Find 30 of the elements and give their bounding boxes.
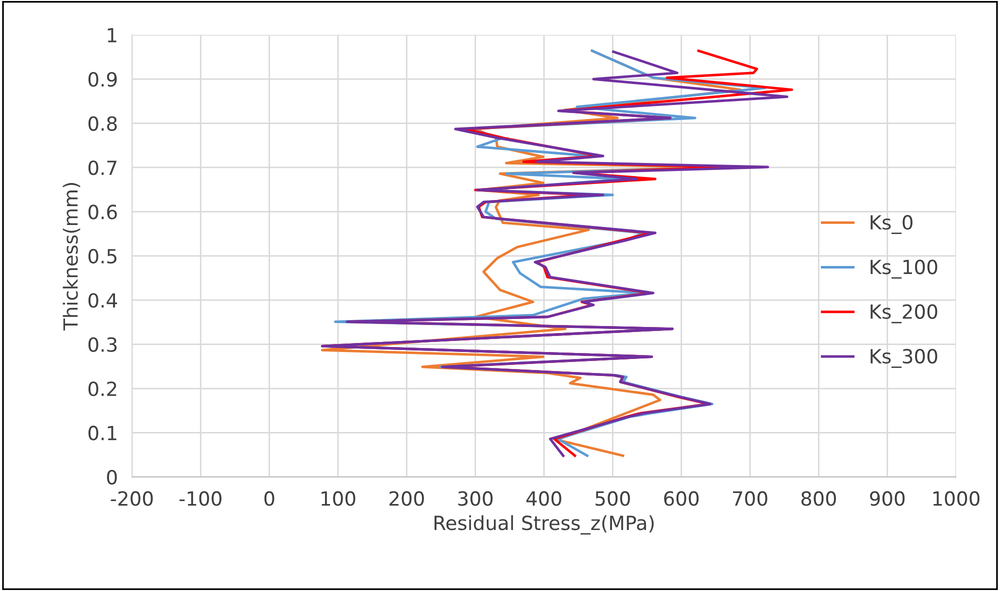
y-tick-label: 0.1 (88, 426, 116, 440)
x-tick-label: 900 (870, 491, 905, 506)
y-tick-label: 0.3 (88, 337, 117, 352)
x-tick-label: 600 (664, 491, 699, 506)
x-tick-label: 400 (526, 491, 562, 506)
x-tick-label: 100 (322, 491, 356, 506)
x-tick-label: 700 (733, 491, 768, 506)
y-tick-label: 0.8 (88, 116, 117, 131)
y-tick-label: 0.4 (88, 293, 118, 308)
y-tick-label: 0.5 (88, 248, 116, 264)
y-tick-label: 0.7 (88, 160, 116, 176)
x-tick-label: 500 (596, 491, 630, 506)
y-axis-title: Thickness(mm) (62, 182, 80, 331)
x-tick-label: 800 (801, 491, 836, 506)
x-tick-label: 1000 (933, 491, 980, 506)
legend-label: Ks_100 (870, 260, 938, 279)
x-tick-label: 200 (390, 491, 424, 506)
legend-label: Ks_0 (870, 214, 912, 234)
legend-label: Ks_300 (870, 348, 938, 368)
x-tick-label: 300 (458, 491, 493, 506)
x-tick-label: 0 (264, 491, 274, 506)
legend-label: Ks_200 (870, 304, 938, 324)
x-axis-title: Residual Stress_z(MPa) (434, 515, 654, 535)
y-tick-label: 1 (108, 28, 116, 42)
y-tick-label: 0.9 (88, 72, 117, 87)
y-tick-label: 0.2 (88, 381, 116, 396)
y-tick-label: 0 (107, 470, 117, 485)
x-tick-label: -200 (110, 491, 153, 506)
x-tick-label: -100 (180, 491, 222, 506)
y-tick-label: 0.6 (88, 204, 117, 220)
